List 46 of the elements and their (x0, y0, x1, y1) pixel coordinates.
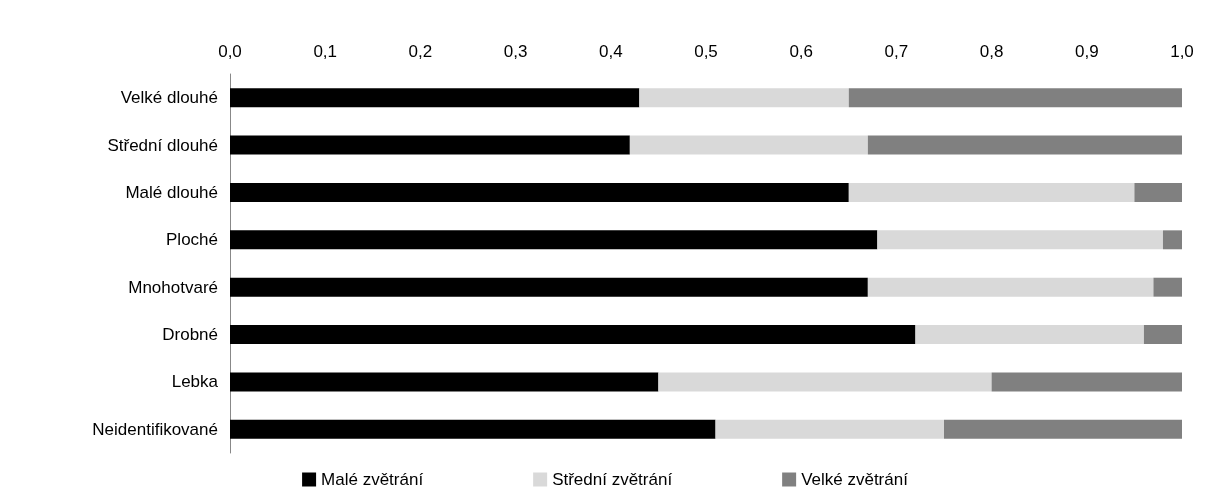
y-tick-label: Lebka (171, 372, 219, 392)
bar (1162, 230, 1182, 250)
y-tick-label: Malé dlouhé (125, 182, 218, 202)
bar (230, 182, 849, 202)
bar (944, 419, 1182, 439)
x-tick-label: 0,2 (408, 42, 433, 61)
bar (658, 372, 992, 392)
bar (848, 182, 1135, 202)
y-tick-label: Drobné (162, 325, 218, 345)
bar (867, 135, 1182, 155)
bar (639, 88, 849, 108)
y-tick-label: Mnohotvaré (128, 277, 218, 297)
legend-label: Velké zvětrání (801, 470, 909, 489)
bar (1153, 277, 1182, 297)
x-tick-label: 0,9 (1074, 42, 1099, 61)
x-tick-label: 0,8 (979, 42, 1004, 61)
legend-label: Střední zvětrání (552, 470, 673, 489)
x-tick-label: 0,5 (694, 42, 718, 61)
bar (230, 230, 878, 250)
y-tick-label: Velké dlouhé (120, 88, 218, 108)
x-tick-label: 0,6 (789, 42, 814, 61)
bar (230, 135, 630, 155)
bar (230, 88, 640, 108)
legend-label: Malé zvětrání (321, 470, 424, 489)
x-tick-label: 0,0 (218, 42, 242, 61)
bar (230, 372, 659, 392)
x-tick-label: 0,1 (313, 42, 338, 61)
y-tick-label: Střední dlouhé (107, 135, 218, 155)
bar (715, 419, 944, 439)
x-tick-label: 0,3 (503, 42, 528, 61)
bar (991, 372, 1182, 392)
bar (867, 277, 1154, 297)
bar (629, 135, 868, 155)
bar (230, 277, 868, 297)
bar (1134, 182, 1182, 202)
bar (848, 88, 1182, 108)
x-tick-label: 1,0 (1170, 42, 1194, 61)
bar (877, 230, 1163, 250)
bar (230, 419, 716, 439)
bar (1143, 325, 1182, 345)
bar (230, 325, 916, 345)
x-tick-label: 0,4 (598, 42, 623, 61)
x-tick-label: 0,7 (884, 42, 909, 61)
bar (915, 325, 1144, 345)
y-tick-label: Neidentifikované (92, 419, 218, 439)
y-tick-label: Ploché (166, 230, 218, 250)
